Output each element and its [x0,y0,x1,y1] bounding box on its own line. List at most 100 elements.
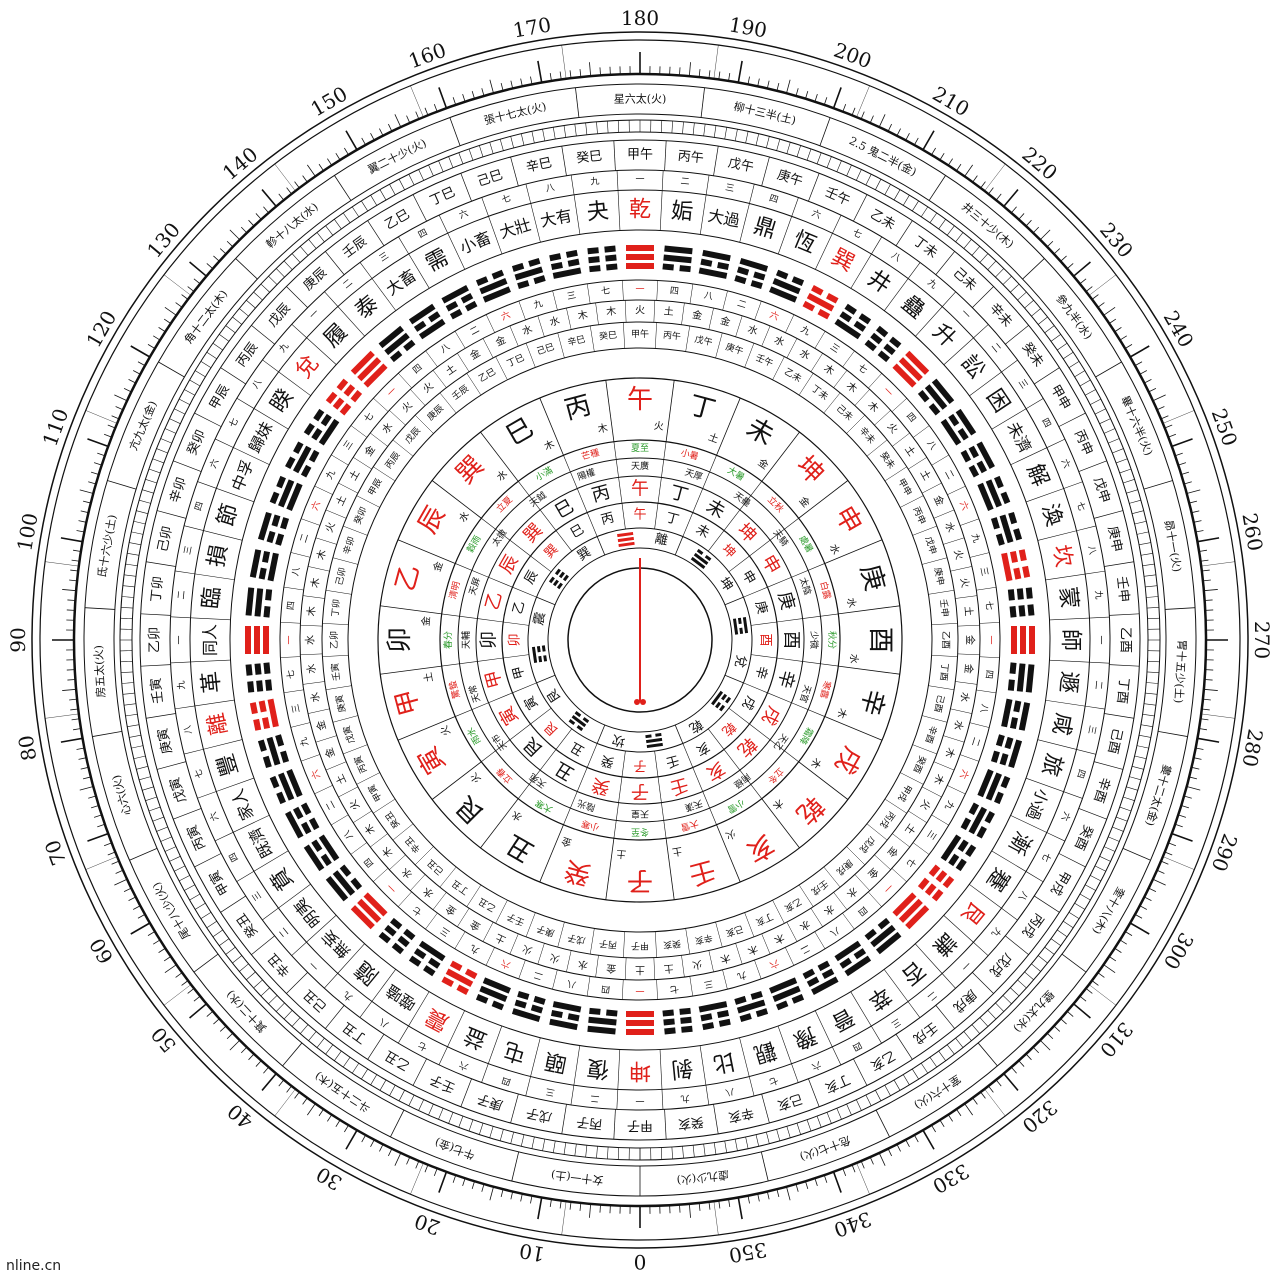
trigram-symbol [568,711,590,732]
degree-tick [286,1085,292,1093]
degree-tick [1103,306,1116,316]
degree-tick [78,520,87,523]
yin-bar [995,734,1005,747]
number-label: 七 [768,1074,780,1087]
divider-line [1138,734,1151,738]
yin-bar [679,265,691,273]
degree-tick [130,345,151,358]
yin-bar [999,753,1009,766]
yang-bar [769,286,798,303]
degree-tick [599,1204,601,1213]
degree-tick [698,69,701,78]
hexagram-line [739,257,769,272]
hexagram-line [332,870,356,896]
divider-line [1044,325,1055,334]
divider-line [160,438,172,444]
divider-line [621,751,626,777]
divider-line [239,963,249,972]
divider-line [692,1145,695,1158]
divider-line [315,735,337,743]
yin-bar [567,1013,580,1022]
degree-tick [520,78,523,87]
hexagram-line [303,844,325,872]
yang-bar [772,985,801,1002]
divider-line [664,1109,667,1140]
sub-number: 二 [799,942,812,955]
yin-bar [464,968,478,980]
divider-line [866,439,888,457]
divider-line [283,689,304,693]
hexagram-line [736,999,766,1014]
degree-tick [128,379,136,384]
divider-line [875,1090,882,1101]
wuxing-label: 水 [521,323,535,338]
divider-line [359,1001,373,1018]
divider-line [331,814,349,826]
hexagram-line [552,267,582,279]
yin-bar [589,265,601,273]
degree-tick [589,1203,592,1218]
degree-tick [394,1152,402,1166]
divider-line [390,1109,405,1138]
yin-bar [582,717,590,724]
ganzhi-label: 辛巳 [525,156,554,176]
degree-tick [500,1189,504,1198]
divider-line [219,334,230,342]
divider-line [1142,713,1155,717]
divider-line [911,1068,919,1080]
divider-line [325,761,347,771]
yang-bar [266,736,281,766]
hexagram-line [811,285,839,304]
divider-line [915,943,943,974]
yin-bar [791,994,805,1004]
divider-line [511,1151,520,1182]
divider-line [1088,274,1117,296]
yang-bar [811,976,839,995]
divider-line [142,489,154,494]
degree-tick [805,90,809,99]
divider-line [1085,884,1096,891]
divider-line [1063,791,1083,799]
divider-line [410,874,426,891]
yang-bar [626,245,654,251]
divider-line [808,1078,820,1107]
branch-label: 卯 [508,633,523,646]
degree-tick [344,147,349,156]
degree-tick [939,153,945,161]
divider-line [518,960,526,980]
hexagram-line [775,994,805,1011]
number-label: 二 [590,1092,600,1103]
yang-bar [445,968,474,988]
degree-tick [964,1103,974,1116]
degree-label: 270 [1250,621,1274,659]
degree-tick [90,471,99,475]
divider-line [480,431,519,482]
divider-line [146,713,176,719]
yin-bar [556,582,563,590]
divider-line [235,258,258,280]
divider-line [510,136,514,149]
divider-line [325,1044,334,1055]
divider-line [488,216,503,255]
hexagram-line [994,475,1011,505]
divider-line [1005,935,1029,955]
yin-bar [1027,604,1035,616]
divider-line [291,941,307,956]
divider-line [232,316,243,325]
divider-line [616,1089,619,1110]
divider-line [1146,682,1159,684]
divider-line [509,933,519,955]
degree-tick [995,193,1002,201]
yin-bar [256,680,264,692]
trigram-symbol [548,568,569,590]
yang-bar [1008,739,1023,769]
divider-line [766,136,770,149]
divider-line [702,791,717,825]
hexagram-name: 離 [204,711,233,737]
divider-line [45,561,79,567]
yang-bar [664,245,693,255]
divider-line [480,798,519,849]
degree-tick [579,1202,582,1211]
divider-line [389,184,396,195]
degree-tick [1175,452,1183,457]
